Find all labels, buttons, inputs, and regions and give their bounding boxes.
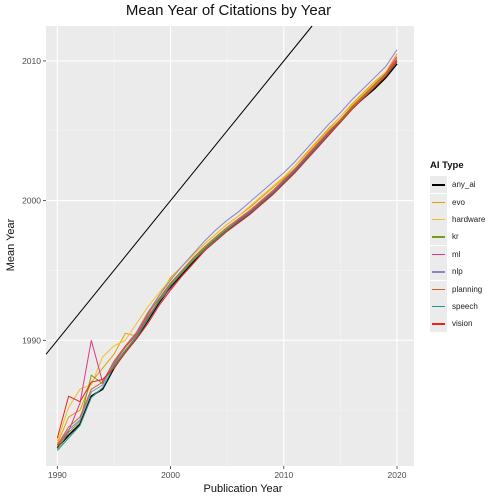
legend-item-planning: planning [430, 280, 500, 298]
y-tick-label: 1990 [22, 335, 41, 345]
legend-label: any_ai [452, 180, 476, 190]
reference-line [45, 25, 313, 355]
legend-key [430, 193, 447, 211]
legend-swatch [432, 288, 445, 291]
legend-label: ml [452, 249, 461, 259]
legend-swatch [432, 253, 445, 256]
legend-label: vision [452, 319, 473, 329]
legend-swatch [432, 184, 445, 186]
legend-key [430, 210, 447, 228]
legend-title: AI Type [430, 160, 464, 171]
major-gridlines [46, 26, 414, 466]
series-line-nlp [56, 49, 398, 446]
legend-label: speech [452, 301, 478, 311]
legend-swatch [432, 201, 445, 204]
legend-item-ml: ml [430, 245, 500, 263]
legend-item-vision: vision [430, 315, 500, 333]
legend-item-hardware: hardware [430, 210, 500, 228]
legend-label: evo [452, 197, 465, 207]
legend-item-any_ai: any_ai [430, 176, 500, 194]
legend-key [430, 263, 447, 281]
y-axis-label: Mean Year [5, 218, 17, 271]
legend-swatch [432, 218, 445, 221]
legend-item-nlp: nlp [430, 263, 500, 281]
legend-key [430, 280, 447, 298]
y-tick-label: 2010 [22, 56, 41, 66]
legend-item-kr: kr [430, 228, 500, 246]
x-tick-label: 1990 [48, 470, 67, 480]
x-axis: 1990 2000 2010 2020 [48, 466, 407, 480]
legend-swatch [432, 305, 445, 308]
legend-label: hardware [452, 214, 486, 224]
legend-key [430, 228, 447, 246]
x-tick-label: 2000 [161, 470, 180, 480]
x-tick-label: 2020 [388, 470, 407, 480]
series-lines [56, 49, 398, 451]
legend-swatch [432, 271, 445, 273]
legend-label: nlp [452, 267, 463, 277]
series-line-planning [56, 59, 398, 446]
plot-panel [46, 26, 414, 466]
series-line-kr [56, 60, 398, 450]
legend-key [430, 297, 447, 315]
legend-label: kr [452, 232, 459, 242]
legend-key [430, 176, 447, 194]
legend-key [430, 315, 447, 333]
y-tick-label: 2000 [22, 196, 41, 206]
legend-swatch [432, 323, 445, 325]
series-line-hardware [56, 57, 398, 442]
y-axis: 1990 2000 2010 [22, 56, 46, 345]
chart-title: Mean Year of Citations by Year [125, 2, 332, 19]
minor-gridlines [46, 26, 414, 466]
legend-swatch [432, 236, 445, 238]
legend-item-evo: evo [430, 193, 500, 211]
legend-item-speech: speech [430, 297, 500, 315]
x-tick-label: 2010 [274, 470, 293, 480]
x-axis-label: Publication Year [204, 483, 283, 495]
series-line-vision [56, 60, 398, 439]
legend-key [430, 245, 447, 263]
legend-label: planning [452, 284, 483, 294]
